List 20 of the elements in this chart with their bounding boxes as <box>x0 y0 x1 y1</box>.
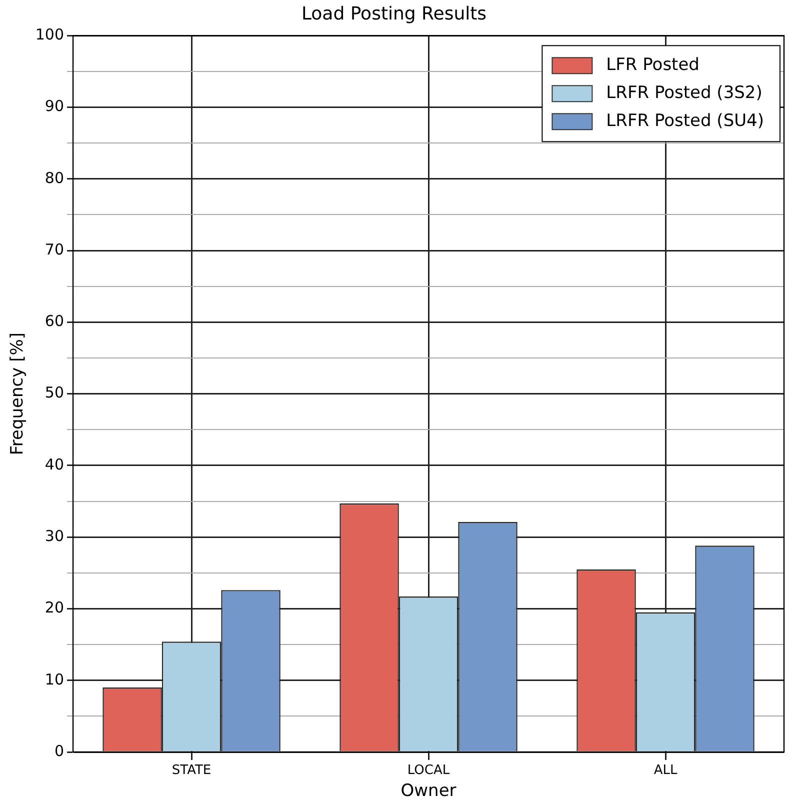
legend-label: LRFR Posted (SU4) <box>606 111 764 132</box>
x-tick-label: STATE <box>172 763 212 778</box>
legend-label: LRFR Posted (3S2) <box>606 83 762 104</box>
y-tick-label: 70 <box>44 240 64 258</box>
x-axis-title: Owner <box>400 781 456 802</box>
y-tick-label: 50 <box>44 384 64 402</box>
y-tick-label: 100 <box>35 25 64 44</box>
x-tick-label: ALL <box>654 763 678 778</box>
y-tick-label: 0 <box>54 742 64 760</box>
y-tick-label: 90 <box>44 97 64 116</box>
y-tick-label: 20 <box>44 598 64 617</box>
legend-label: LFR Posted <box>606 55 700 76</box>
y-tick-label: 30 <box>44 526 64 545</box>
y-tick-label: 10 <box>44 670 64 688</box>
y-tick-label: 60 <box>44 312 64 330</box>
x-tick-label: LOCAL <box>407 763 450 778</box>
y-tick-label: 40 <box>44 455 64 474</box>
y-tick-label: 80 <box>44 168 64 187</box>
y-axis-title: Frequency [%] <box>8 332 28 456</box>
chart-title: Load Posting Results <box>301 3 487 24</box>
